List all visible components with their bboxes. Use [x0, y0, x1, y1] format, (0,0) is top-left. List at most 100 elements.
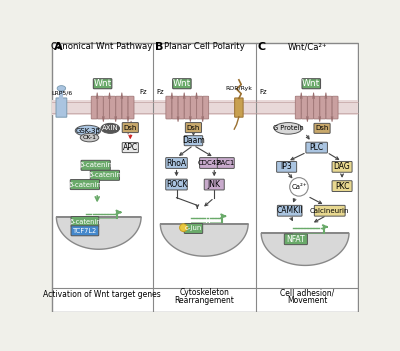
Text: AXIN: AXIN — [102, 125, 119, 131]
Bar — [52, 100, 358, 115]
FancyBboxPatch shape — [172, 96, 178, 119]
Text: PLC: PLC — [310, 143, 324, 152]
FancyBboxPatch shape — [90, 170, 120, 180]
FancyBboxPatch shape — [308, 96, 314, 119]
FancyBboxPatch shape — [97, 96, 103, 119]
Text: Wnt: Wnt — [302, 79, 320, 88]
Polygon shape — [160, 224, 248, 256]
FancyBboxPatch shape — [277, 205, 302, 216]
FancyBboxPatch shape — [56, 98, 67, 117]
FancyBboxPatch shape — [122, 96, 128, 119]
FancyBboxPatch shape — [302, 79, 320, 89]
FancyBboxPatch shape — [320, 96, 326, 119]
FancyBboxPatch shape — [284, 234, 308, 245]
FancyBboxPatch shape — [104, 96, 109, 119]
FancyBboxPatch shape — [71, 226, 99, 236]
Text: Ca²⁺: Ca²⁺ — [291, 184, 307, 190]
Text: Activation of Wnt target genes: Activation of Wnt target genes — [43, 290, 161, 299]
Text: NFAT: NFAT — [286, 235, 305, 244]
Text: ROCK: ROCK — [166, 180, 187, 189]
Text: Fz: Fz — [156, 90, 164, 95]
Text: JNK: JNK — [208, 180, 221, 189]
Text: CDC42: CDC42 — [198, 160, 221, 166]
Text: β-catenin: β-catenin — [79, 162, 112, 168]
Ellipse shape — [75, 125, 101, 136]
FancyBboxPatch shape — [200, 158, 220, 168]
Text: ROR/Ryk: ROR/Ryk — [225, 86, 252, 91]
FancyBboxPatch shape — [314, 205, 345, 216]
Ellipse shape — [274, 122, 302, 134]
FancyBboxPatch shape — [190, 96, 196, 119]
FancyBboxPatch shape — [70, 180, 100, 190]
Text: Fz: Fz — [259, 90, 266, 95]
Text: Canonical Wnt Pathway: Canonical Wnt Pathway — [51, 42, 152, 51]
FancyBboxPatch shape — [203, 96, 209, 119]
Text: β-catenin: β-catenin — [68, 181, 101, 187]
Ellipse shape — [101, 123, 120, 133]
Text: Rearrangement: Rearrangement — [174, 296, 234, 305]
Text: Cell adhesion/: Cell adhesion/ — [280, 289, 334, 297]
Text: LRP5/6: LRP5/6 — [51, 91, 72, 95]
FancyBboxPatch shape — [116, 96, 122, 119]
Text: Wnt: Wnt — [94, 79, 112, 88]
Text: c-jun: c-jun — [185, 225, 202, 231]
FancyBboxPatch shape — [204, 179, 224, 190]
FancyBboxPatch shape — [314, 123, 330, 133]
FancyBboxPatch shape — [173, 79, 191, 89]
FancyBboxPatch shape — [128, 96, 134, 119]
FancyBboxPatch shape — [295, 96, 301, 119]
Text: B: B — [155, 42, 163, 52]
Text: Wnt/Ca²⁺: Wnt/Ca²⁺ — [288, 42, 327, 51]
FancyBboxPatch shape — [81, 160, 110, 170]
FancyBboxPatch shape — [93, 79, 112, 89]
Text: G Protein: G Protein — [273, 125, 304, 131]
FancyBboxPatch shape — [197, 96, 202, 119]
FancyBboxPatch shape — [122, 143, 138, 153]
Text: β-catenin: β-catenin — [88, 172, 121, 178]
Text: Movement: Movement — [287, 296, 328, 305]
Text: PKC: PKC — [335, 181, 349, 191]
Ellipse shape — [80, 133, 99, 142]
FancyBboxPatch shape — [235, 98, 243, 117]
Text: CAMKII: CAMKII — [276, 206, 303, 215]
Polygon shape — [56, 217, 141, 249]
Text: Dsh: Dsh — [315, 125, 329, 131]
FancyBboxPatch shape — [110, 96, 116, 119]
FancyBboxPatch shape — [326, 96, 332, 119]
Text: Planar Cell Polarity: Planar Cell Polarity — [164, 42, 245, 51]
FancyBboxPatch shape — [184, 224, 203, 233]
FancyBboxPatch shape — [91, 96, 97, 119]
FancyBboxPatch shape — [277, 161, 297, 172]
Text: A: A — [54, 42, 63, 52]
Text: Dsh: Dsh — [187, 125, 200, 131]
FancyBboxPatch shape — [332, 161, 352, 172]
FancyBboxPatch shape — [217, 158, 234, 168]
Text: IP3: IP3 — [281, 163, 292, 171]
Circle shape — [180, 224, 187, 232]
Text: APC: APC — [123, 143, 138, 152]
FancyBboxPatch shape — [314, 96, 320, 119]
FancyBboxPatch shape — [166, 96, 172, 119]
Ellipse shape — [57, 86, 66, 91]
FancyBboxPatch shape — [184, 96, 190, 119]
Text: CK-1: CK-1 — [82, 135, 96, 140]
Text: C: C — [257, 42, 266, 52]
FancyBboxPatch shape — [332, 96, 338, 119]
Text: Cytoskeleton: Cytoskeleton — [179, 289, 229, 297]
Text: GSK-3β: GSK-3β — [76, 128, 100, 134]
FancyBboxPatch shape — [122, 122, 138, 133]
Text: TCF7L2: TCF7L2 — [73, 228, 97, 234]
FancyBboxPatch shape — [71, 217, 99, 226]
Text: RAC1: RAC1 — [217, 160, 235, 166]
FancyBboxPatch shape — [302, 96, 307, 119]
Text: DAG: DAG — [334, 163, 350, 171]
Text: Daam: Daam — [182, 136, 205, 145]
Polygon shape — [261, 233, 349, 265]
FancyBboxPatch shape — [184, 136, 203, 146]
Text: RhoA: RhoA — [166, 159, 186, 167]
FancyBboxPatch shape — [178, 96, 184, 119]
FancyBboxPatch shape — [332, 181, 352, 192]
Text: Wnt: Wnt — [173, 79, 191, 88]
Text: Fz: Fz — [140, 90, 147, 95]
FancyBboxPatch shape — [306, 142, 328, 153]
